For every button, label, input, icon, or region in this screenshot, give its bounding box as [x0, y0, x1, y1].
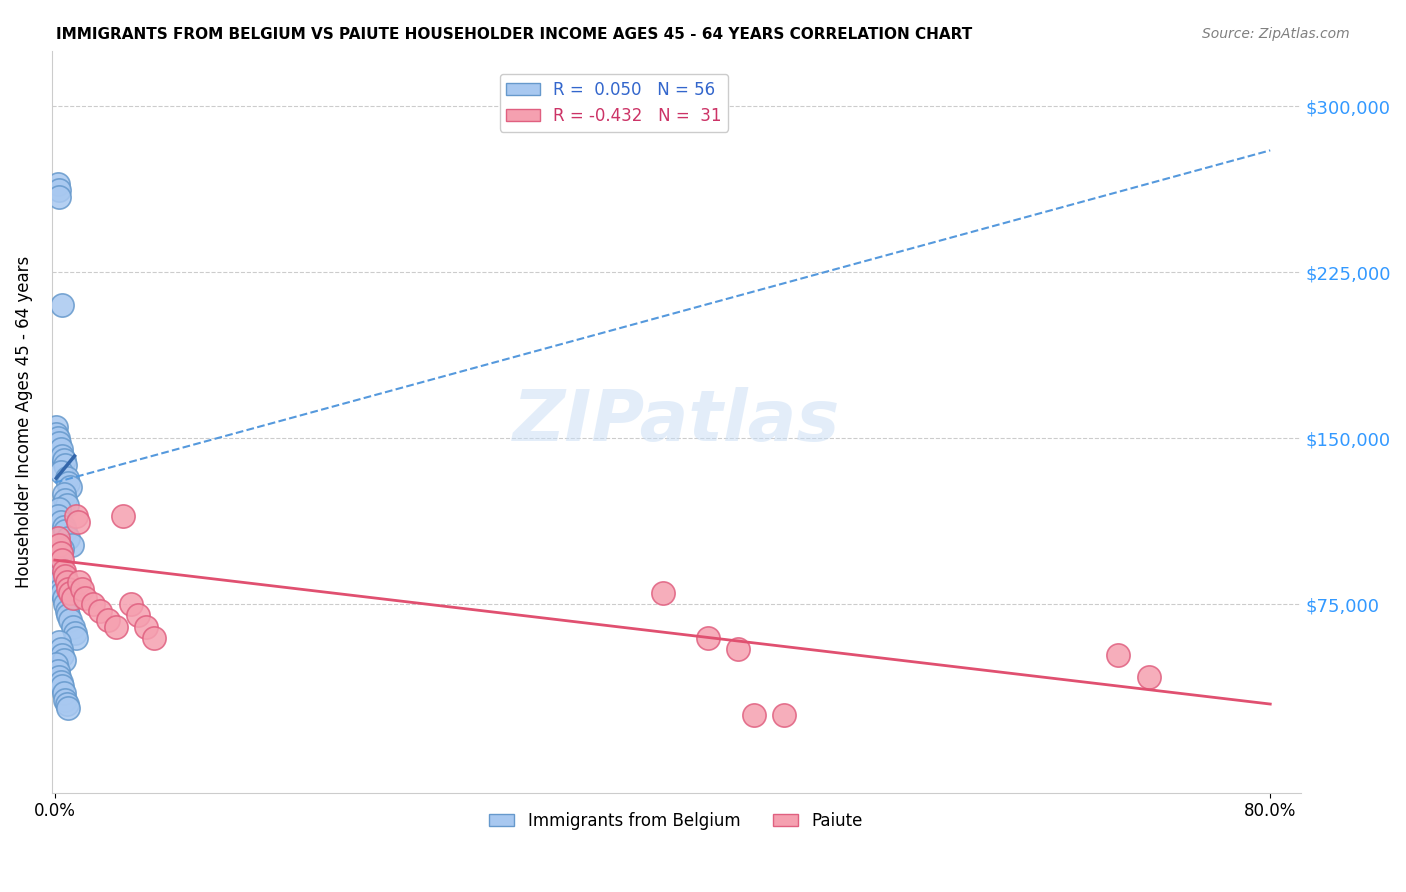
Point: [65, 508, 87, 523]
Point: [55, 692, 77, 706]
Point: [62, 591, 84, 605]
Point: [45, 420, 67, 434]
Point: [51, 553, 73, 567]
Point: [49, 546, 72, 560]
Point: [55, 458, 77, 472]
Point: [52, 564, 75, 578]
Point: [55, 493, 77, 508]
Point: [58, 608, 80, 623]
Point: [75, 591, 97, 605]
Point: [59, 586, 82, 600]
Point: [52, 591, 75, 605]
Point: [51, 679, 73, 693]
Y-axis label: Householder Income Ages 45 - 64 years: Householder Income Ages 45 - 64 years: [15, 255, 32, 588]
Point: [59, 613, 82, 627]
Point: [65, 631, 87, 645]
Point: [49, 516, 72, 530]
Point: [56, 498, 79, 512]
Point: [651, 586, 673, 600]
Point: [742, 708, 765, 723]
Point: [55, 568, 77, 582]
Point: [58, 582, 80, 596]
Point: [49, 582, 72, 596]
Point: [60, 538, 83, 552]
Point: [46, 431, 69, 445]
Point: [49, 674, 72, 689]
Point: [135, 619, 157, 633]
Point: [48, 502, 70, 516]
Point: [48, 190, 70, 204]
Point: [46, 508, 69, 523]
Point: [51, 586, 73, 600]
Point: [49, 641, 72, 656]
Point: [46, 568, 69, 582]
Point: [51, 298, 73, 312]
Point: [52, 453, 75, 467]
Point: [697, 631, 720, 645]
Point: [1137, 671, 1160, 685]
Point: [112, 508, 135, 523]
Point: [49, 442, 72, 457]
Text: IMMIGRANTS FROM BELGIUM VS PAIUTE HOUSEHOLDER INCOME AGES 45 - 64 YEARS CORRELAT: IMMIGRANTS FROM BELGIUM VS PAIUTE HOUSEH…: [56, 27, 973, 42]
Point: [46, 559, 69, 574]
Point: [120, 598, 142, 612]
Point: [48, 635, 70, 649]
Point: [45, 426, 67, 441]
Point: [104, 619, 127, 633]
Point: [52, 686, 75, 700]
Point: [1107, 648, 1129, 663]
Point: [727, 641, 749, 656]
Point: [48, 553, 70, 567]
Point: [127, 608, 149, 623]
Point: [82, 598, 104, 612]
Text: ZIPatlas: ZIPatlas: [513, 387, 839, 456]
Point: [51, 648, 73, 663]
Point: [46, 177, 69, 191]
Point: [89, 604, 111, 618]
Point: [52, 653, 75, 667]
Point: [58, 701, 80, 715]
Point: [48, 538, 70, 552]
Point: [773, 708, 796, 723]
Point: [48, 671, 70, 685]
Point: [45, 657, 67, 672]
Point: [52, 520, 75, 534]
Point: [45, 564, 67, 578]
Point: [55, 598, 77, 612]
Point: [48, 183, 70, 197]
Point: [66, 516, 89, 530]
Point: [51, 541, 73, 556]
Point: [63, 626, 86, 640]
Point: [56, 575, 79, 590]
Point: [55, 524, 77, 539]
Point: [46, 664, 69, 678]
Point: [51, 449, 73, 463]
Point: [58, 475, 80, 490]
Point: [142, 631, 165, 645]
Legend: Immigrants from Belgium, Paiute: Immigrants from Belgium, Paiute: [482, 805, 870, 837]
Point: [70, 582, 93, 596]
Point: [58, 531, 80, 545]
Point: [49, 546, 72, 560]
Point: [52, 486, 75, 500]
Point: [49, 465, 72, 479]
Point: [67, 575, 90, 590]
Point: [56, 471, 79, 485]
Text: Source: ZipAtlas.com: Source: ZipAtlas.com: [1202, 27, 1350, 41]
Point: [56, 604, 79, 618]
Point: [59, 480, 82, 494]
Point: [97, 613, 120, 627]
Point: [56, 697, 79, 711]
Point: [48, 575, 70, 590]
Point: [48, 435, 70, 450]
Point: [62, 619, 84, 633]
Point: [46, 531, 69, 545]
